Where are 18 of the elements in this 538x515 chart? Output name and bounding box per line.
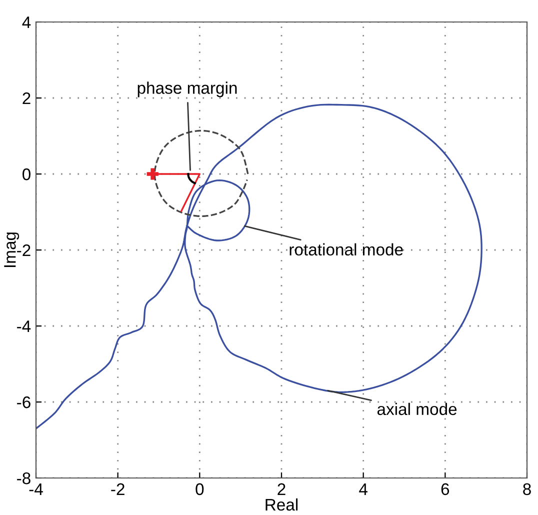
x-axis-title: Real xyxy=(266,498,298,511)
y-tick-label: -4 xyxy=(17,320,31,332)
y-tick-label: -2 xyxy=(17,244,30,256)
annotation: axial mode xyxy=(377,402,457,416)
y-tick-label: -6 xyxy=(17,396,30,408)
x-tick-label: 6 xyxy=(441,483,450,496)
x-tick-label: 8 xyxy=(523,483,531,496)
x-tick-label: 0 xyxy=(196,483,204,496)
annotation: rotational mode xyxy=(290,243,403,256)
x-tick-label: 2 xyxy=(278,483,286,495)
y-tick-label: -8 xyxy=(17,472,30,484)
y-axis-title: Imag xyxy=(4,232,20,267)
y-tick-label: 4 xyxy=(22,16,31,28)
annotation: phase margin xyxy=(138,82,237,98)
x-tick-label: -2 xyxy=(111,483,124,495)
x-tick-label: 4 xyxy=(359,483,368,495)
y-tick-label: 2 xyxy=(22,92,30,104)
y-tick-label: 0 xyxy=(22,168,30,180)
